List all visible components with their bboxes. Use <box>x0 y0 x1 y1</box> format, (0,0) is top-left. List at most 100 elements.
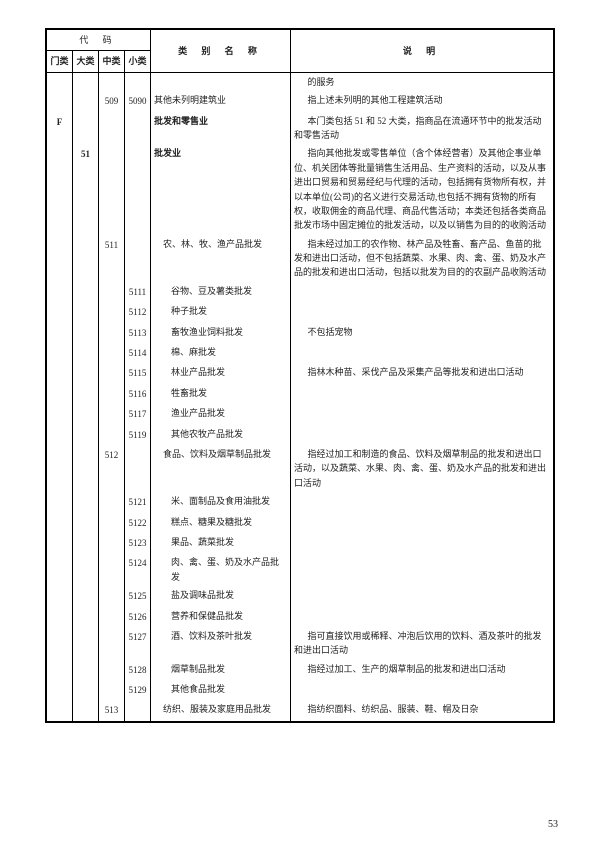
cell <box>47 235 73 282</box>
cell <box>73 586 99 606</box>
category-name-cell: 纺织、服装及家庭用品批发 <box>151 700 291 721</box>
table-row: 5116牲畜批发 <box>47 384 554 404</box>
cell <box>47 323 73 343</box>
cell <box>99 302 125 322</box>
cell <box>73 323 99 343</box>
header-desc: 说 明 <box>291 30 554 73</box>
cell <box>73 553 99 586</box>
category-name-cell: 其他农牧产品批发 <box>151 425 291 445</box>
cell <box>99 404 125 424</box>
cell <box>47 513 73 533</box>
cell <box>47 343 73 363</box>
description-cell: 的服务 <box>291 72 554 91</box>
cell <box>47 533 73 553</box>
cell: 509 <box>99 91 125 111</box>
cell <box>99 425 125 445</box>
description-cell <box>291 513 554 533</box>
description-cell <box>291 553 554 586</box>
header-dalei: 大类 <box>73 51 99 72</box>
description-cell: 指纺织面料、纺织品、服装、鞋、帽及日杂 <box>291 700 554 721</box>
classification-table: 代 码 类 别 名 称 说 明 门类 大类 中类 小类 的服务5095090其他… <box>46 29 554 722</box>
description-cell: 不包括宠物 <box>291 323 554 343</box>
category-name-cell: 批发业 <box>151 144 291 234</box>
description-cell <box>291 680 554 700</box>
cell: 5114 <box>125 343 151 363</box>
cell <box>99 533 125 553</box>
cell <box>47 660 73 680</box>
header-name: 类 别 名 称 <box>151 30 291 73</box>
table-row: 5095090其他未列明建筑业指上述未列明的其他工程建筑活动 <box>47 91 554 111</box>
cell: 5111 <box>125 282 151 302</box>
cell <box>73 680 99 700</box>
cell <box>47 492 73 512</box>
cell <box>73 513 99 533</box>
cell: 5127 <box>125 627 151 660</box>
cell: 5116 <box>125 384 151 404</box>
table-row: 5129其他食品批发 <box>47 680 554 700</box>
cell <box>99 282 125 302</box>
category-name-cell: 营养和保健品批发 <box>151 607 291 627</box>
cell: 5090 <box>125 91 151 111</box>
cell <box>73 700 99 721</box>
table-row: 5127酒、饮料及茶叶批发指可直接饮用或稀释、冲泡后饮用的饮料、酒及茶叶的批发和… <box>47 627 554 660</box>
cell: 5124 <box>125 553 151 586</box>
cell <box>99 586 125 606</box>
description-cell <box>291 404 554 424</box>
table-row: 5126营养和保健品批发 <box>47 607 554 627</box>
category-name-cell: 批发和零售业 <box>151 112 291 145</box>
cell <box>73 282 99 302</box>
cell: 5126 <box>125 607 151 627</box>
description-cell: 指经过加工、生产的烟草制品的批发和进出口活动 <box>291 660 554 680</box>
cell <box>125 72 151 91</box>
cell: 5112 <box>125 302 151 322</box>
cell <box>125 112 151 145</box>
cell <box>47 363 73 383</box>
cell <box>99 112 125 145</box>
description-cell <box>291 425 554 445</box>
category-name-cell: 酒、饮料及茶叶批发 <box>151 627 291 660</box>
cell <box>73 72 99 91</box>
cell: 5121 <box>125 492 151 512</box>
header-menlei: 门类 <box>47 51 73 72</box>
cell <box>125 235 151 282</box>
cell <box>47 282 73 302</box>
cell <box>99 553 125 586</box>
table-row: 511农、林、牧、渔产品批发指未经过加工的农作物、林产品及牲畜、畜产品、鱼苗的批… <box>47 235 554 282</box>
category-name-cell: 种子批发 <box>151 302 291 322</box>
table-row: 5122糕点、糖果及糖批发 <box>47 513 554 533</box>
cell: F <box>47 112 73 145</box>
cell <box>99 607 125 627</box>
cell <box>47 586 73 606</box>
table-row: 的服务 <box>47 72 554 91</box>
cell <box>73 627 99 660</box>
category-name-cell: 林业产品批发 <box>151 363 291 383</box>
category-name-cell: 糕点、糖果及糖批发 <box>151 513 291 533</box>
table-row: 5128烟草制品批发指经过加工、生产的烟草制品的批发和进出口活动 <box>47 660 554 680</box>
description-cell: 本门类包括 51 和 52 大类，指商品在流通环节中的批发活动和零售活动 <box>291 112 554 145</box>
cell <box>73 445 99 492</box>
cell: 51 <box>73 144 99 234</box>
category-name-cell <box>151 72 291 91</box>
description-cell <box>291 492 554 512</box>
cell <box>125 144 151 234</box>
category-name-cell: 果品、蔬菜批发 <box>151 533 291 553</box>
table-row: 5115林业产品批发指林木种苗、采伐产品及采集产品等批发和进出口活动 <box>47 363 554 383</box>
cell <box>47 425 73 445</box>
category-name-cell: 食品、饮料及烟草制品批发 <box>151 445 291 492</box>
cell <box>47 627 73 660</box>
cell: 5117 <box>125 404 151 424</box>
cell: 5129 <box>125 680 151 700</box>
cell <box>47 384 73 404</box>
table-row: 5121米、面制品及食用油批发 <box>47 492 554 512</box>
cell: 5125 <box>125 586 151 606</box>
cell: 513 <box>99 700 125 721</box>
header-zhonglei: 中类 <box>99 51 125 72</box>
description-cell: 指经过加工和制造的食品、饮料及烟草制品的批发和进出口活动，以及蔬菜、水果、肉、禽… <box>291 445 554 492</box>
table-row: 5125盐及调味品批发 <box>47 586 554 606</box>
description-cell <box>291 586 554 606</box>
cell <box>99 660 125 680</box>
cell <box>99 323 125 343</box>
category-name-cell: 牲畜批发 <box>151 384 291 404</box>
cell <box>47 700 73 721</box>
classification-table-container: 代 码 类 别 名 称 说 明 门类 大类 中类 小类 的服务5095090其他… <box>45 28 555 723</box>
